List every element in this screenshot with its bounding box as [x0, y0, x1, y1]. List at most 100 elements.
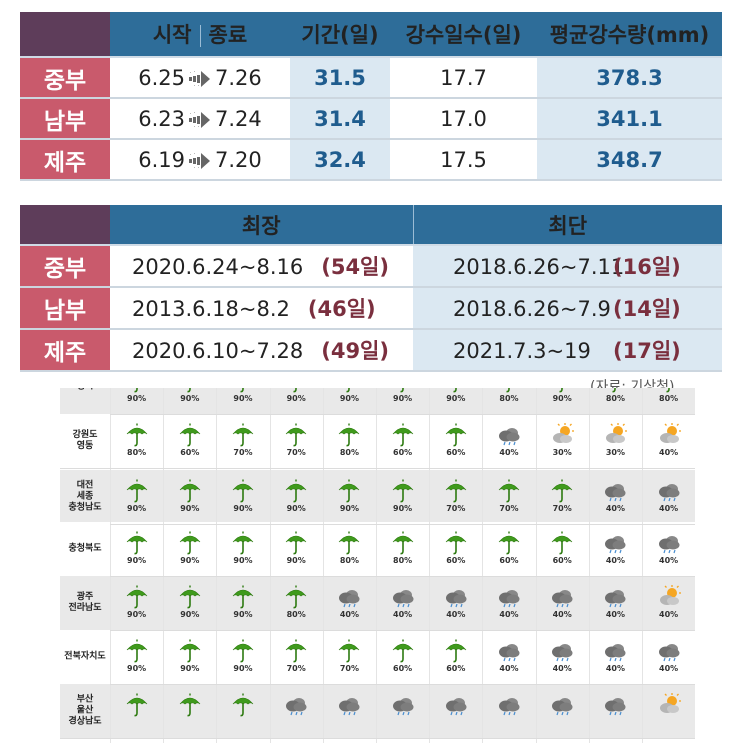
rain-cloud-icon — [390, 692, 416, 718]
partly-sunny-icon — [656, 584, 682, 610]
precip-chance: 40% — [659, 504, 679, 513]
header-start: 시작 — [152, 23, 192, 47]
umbrella-icon — [124, 584, 150, 610]
umbrella-icon — [336, 388, 362, 394]
rain-cloud-icon — [549, 692, 575, 718]
precip-chance: 40% — [659, 556, 679, 565]
period-cell: 32.4 — [290, 139, 390, 181]
region-cell: 광주 전라남도 — [60, 576, 110, 631]
forecast-cell: 90% — [110, 388, 163, 414]
header-divider — [199, 25, 201, 47]
precip-chance: 70% — [499, 504, 519, 513]
region-label: 제주 — [20, 329, 110, 372]
precip-chance: 90% — [233, 664, 253, 673]
umbrella-icon — [283, 530, 309, 556]
region-name-line: 전북자치도 — [64, 651, 106, 662]
longest-range: 2020.6.10~7.28 — [132, 339, 304, 363]
umbrella-icon — [124, 530, 150, 556]
forecast-cell: 90% — [110, 470, 163, 524]
forecast-cell: 90% — [270, 388, 323, 414]
forecast-cell: 70% — [482, 470, 535, 524]
forecast-cell: 90% — [110, 522, 163, 576]
umbrella-icon — [549, 530, 575, 556]
precip-chance: 60% — [552, 556, 572, 565]
rain-cloud-icon — [390, 584, 416, 610]
forecast-cell: 90% — [536, 388, 589, 414]
precip-chance: 90% — [127, 394, 147, 403]
umbrella-icon — [230, 638, 256, 664]
umbrella-icon — [549, 388, 575, 394]
longest-days: (46일) — [307, 297, 376, 321]
region-cell: 대전 세종 충청남도 — [60, 470, 110, 525]
precip-chance: 80% — [127, 448, 147, 457]
umbrella-icon — [230, 388, 256, 394]
forecast-cell: 40% — [323, 576, 376, 630]
rain-cloud-icon — [602, 692, 628, 718]
arrow-icon — [189, 69, 211, 89]
partly-sunny-icon — [549, 422, 575, 448]
longest-cell: 2020.6.24~8.16 (54일) — [110, 245, 413, 288]
precip-chance: 90% — [286, 556, 306, 565]
forecast-cell: 90% — [110, 576, 163, 630]
forecast-cell — [216, 684, 269, 738]
table1-row: 남부 6.23 7.24 31.4 17.0 341.1 — [20, 98, 722, 140]
precip-chance: 40% — [499, 610, 519, 619]
umbrella-icon — [390, 422, 416, 448]
precip-chance: 90% — [339, 394, 359, 403]
header-shortest: 최단 — [413, 205, 722, 246]
region-cell: 강원도 영동 — [60, 414, 110, 469]
forecast-cell: 30% — [536, 414, 589, 468]
precip-chance: 90% — [339, 504, 359, 513]
umbrella-icon — [336, 638, 362, 664]
umbrella-icon — [177, 530, 203, 556]
forecast-cell: 90% — [216, 576, 269, 630]
arrow-icon — [189, 151, 211, 171]
forecast-cell: 40% — [589, 470, 642, 524]
table1-corner — [20, 12, 110, 58]
region-name: 영서 — [60, 388, 110, 393]
grid-vline — [163, 388, 165, 743]
precip-chance: 90% — [180, 610, 200, 619]
precip-chance: 90% — [446, 394, 466, 403]
avg-rain-cell: 348.7 — [537, 139, 722, 181]
region-name-line: 울산 — [76, 705, 94, 716]
region-name-line: 광주 — [76, 592, 94, 602]
start-end-cell: 6.19 7.20 — [110, 139, 290, 181]
rain-cloud-icon — [496, 422, 522, 448]
precip-chance: 70% — [446, 504, 466, 513]
umbrella-icon — [443, 638, 469, 664]
shortest-days: (14일) — [613, 297, 681, 321]
region-name-line: 충청북도 — [68, 543, 102, 554]
end-date: 7.24 — [215, 106, 262, 131]
table2-row: 제주 2020.6.10~7.28 (49일) 2021.7.3~19 (17일) — [20, 329, 722, 372]
region-name-line: 세종 — [76, 491, 94, 502]
shortest-range: 2021.7.3~19 — [453, 339, 591, 363]
precip-chance: 90% — [180, 504, 200, 513]
precip-chance: 90% — [180, 664, 200, 673]
precip-chance: 90% — [552, 394, 572, 403]
forecast-cell: 30% — [589, 414, 642, 468]
monsoon-record-table: 최장 최단 중부 2020.6.24~8.16 (54일) 2018.6.26~7.1… — [20, 205, 722, 372]
start-end-cell: 6.23 7.24 — [110, 98, 290, 140]
region-label: 중부 — [20, 245, 110, 288]
forecast-cell: 40% — [589, 576, 642, 630]
umbrella-icon — [443, 422, 469, 448]
forecast-cell — [589, 684, 642, 738]
region-name-line: 부산 — [76, 694, 94, 705]
rain-cloud-icon — [496, 584, 522, 610]
precip-chance: 80% — [393, 556, 413, 565]
grid-hline — [110, 630, 695, 631]
precip-chance: 40% — [659, 610, 679, 619]
region-cell: 영서 — [60, 388, 110, 415]
grid-hline — [110, 524, 695, 525]
precip-chance: 70% — [286, 448, 306, 457]
forecast-cell: 60% — [376, 414, 429, 468]
umbrella-icon — [283, 422, 309, 448]
precip-chance: 80% — [499, 394, 519, 403]
table2-row: 중부 2020.6.24~8.16 (54일) 2018.6.26~7.11(16일) — [20, 245, 722, 288]
forecast-cell: 90% — [163, 576, 216, 630]
precip-chance: 30% — [605, 448, 625, 457]
umbrella-icon — [124, 638, 150, 664]
shortest-cell: 2018.6.26~7.9 (14일) — [413, 287, 722, 330]
